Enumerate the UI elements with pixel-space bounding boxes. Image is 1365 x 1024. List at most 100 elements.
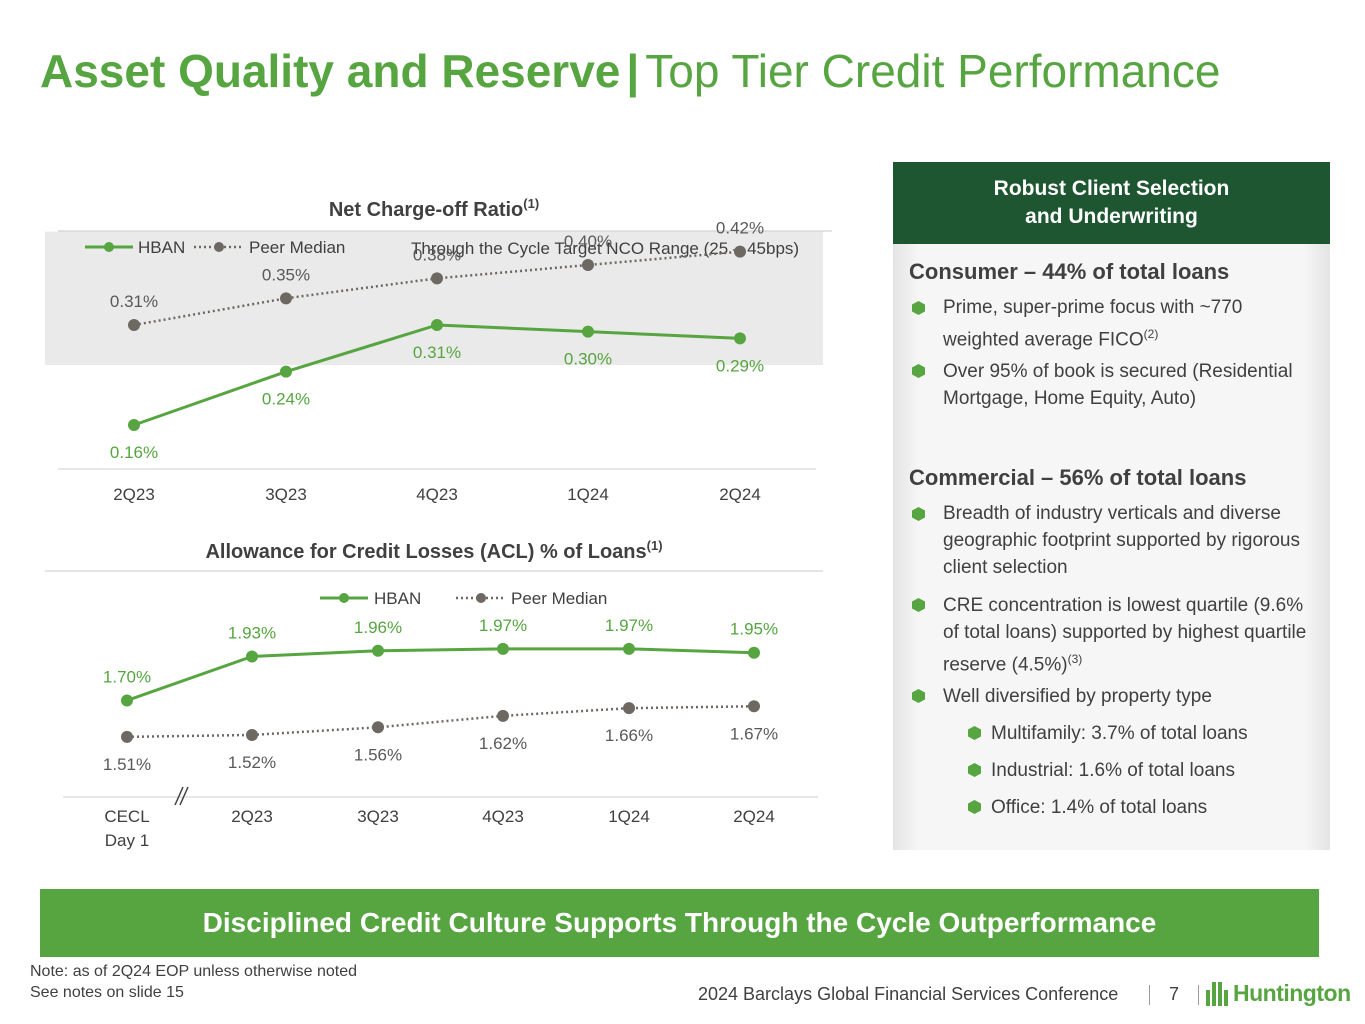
axis-break-mark	[174, 786, 184, 806]
nco-peer-data-label: 0.42%	[716, 219, 764, 238]
legend-hban-marker	[104, 242, 114, 252]
acl-hban-data-label: 1.97%	[479, 616, 527, 635]
footnote-3: (3)	[1067, 652, 1083, 666]
chart2-tick-label: 2Q23	[231, 807, 273, 826]
title-separator: |	[626, 45, 640, 97]
bullet-hex-icon	[912, 507, 925, 521]
nco-hban-point	[128, 419, 140, 431]
acl-peer-data-label: 1.62%	[479, 734, 527, 753]
chart2-tick-label: 3Q23	[357, 807, 399, 826]
acl-peer-point	[623, 702, 635, 715]
acl-peer-point	[246, 728, 258, 741]
acl-peer-line	[126, 705, 755, 739]
acl-peer-data-label: 1.52%	[228, 753, 276, 772]
bullet-hex-icon	[912, 598, 925, 612]
nco-peer-point	[280, 292, 292, 305]
chart2-tick-label: Day 1	[105, 831, 149, 850]
sub-bullet-multifamily: Multifamily: 3.7% of total loans	[991, 723, 1248, 744]
chart1-tick-label: 4Q23	[416, 485, 458, 504]
acl-hban-point	[121, 694, 133, 707]
acl-hban-data-label: 1.70%	[103, 668, 151, 687]
chart2-tick-label: 4Q23	[482, 807, 524, 826]
acl-hban-data-label: 1.96%	[354, 618, 402, 637]
nco-peer-point	[431, 272, 443, 285]
nco-hban-point	[582, 325, 594, 338]
chart1-tick-label: 1Q24	[567, 485, 609, 504]
footer-separator	[1149, 985, 1150, 1005]
chart1-tick-label: 2Q23	[113, 485, 155, 504]
acl-hban-data-label: 1.97%	[605, 616, 653, 635]
legend2-peer-label: Peer Median	[511, 589, 607, 608]
nco-peer-data-label: 0.38%	[413, 245, 461, 264]
title-bold: Asset Quality and Reserve	[40, 45, 621, 97]
nco-peer-data-label: 0.35%	[262, 265, 310, 284]
acl-hban-data-label: 1.93%	[228, 624, 276, 643]
acl-peer-data-label: 1.67%	[730, 724, 778, 743]
legend-band-label: Through the Cycle Target NCO Range (25 –…	[411, 239, 799, 258]
nco-hban-point	[431, 319, 443, 331]
legend-hban-label: HBAN	[138, 238, 185, 257]
chart2-tick-label: 1Q24	[608, 807, 650, 826]
nco-hban-point	[734, 332, 746, 345]
nco-peer-point	[734, 245, 746, 258]
nco-hban-point	[280, 365, 292, 378]
acl-hban-data-label: 1.95%	[730, 620, 778, 639]
acl-hban-point	[372, 644, 384, 657]
legend2-peer-marker	[476, 593, 486, 603]
acl-peer-data-label: 1.51%	[103, 755, 151, 774]
legend-peer-marker	[214, 242, 224, 252]
acl-peer-point	[121, 730, 133, 743]
legend-band-swatch	[386, 238, 406, 256]
sub-bullet-office: Office: 1.4% of total loans	[991, 797, 1208, 818]
nco-hban-data-label: 0.29%	[716, 356, 764, 375]
bullet-hex-icon	[912, 301, 925, 315]
nco-hban-data-label: 0.30%	[564, 350, 612, 369]
legend2-hban-marker	[339, 593, 349, 603]
chart1-title: Net Charge-off Ratio(1)	[329, 196, 539, 221]
nco-peer-point	[128, 319, 140, 331]
consumer-bullet-1: Prime, super-prime focus with ~770 weigh…	[943, 294, 1323, 353]
nco-peer-data-label: 0.31%	[110, 292, 158, 311]
sub-bullet-hex-icon	[968, 726, 981, 740]
commercial-title: Commercial – 56% of total loans	[909, 465, 1247, 490]
acl-hban-point	[497, 642, 509, 655]
nco-hban-data-label: 0.24%	[262, 390, 310, 409]
axis-break-mark	[179, 786, 189, 806]
consumer-bullet-2: Over 95% of book is secured (Residential…	[943, 361, 1293, 409]
note-line-1: Note: as of 2Q24 EOP unless otherwise no…	[30, 963, 358, 980]
commercial-bullet-3: Well diversified by property type	[943, 686, 1212, 707]
acl-peer-point	[748, 700, 760, 713]
footer-separator	[1198, 985, 1199, 1005]
acl-hban-line	[126, 647, 755, 702]
acl-peer-point	[372, 721, 384, 734]
nco-peer-data-label: 0.40%	[564, 232, 612, 251]
legend2-hban-label: HBAN	[374, 589, 421, 608]
panel-header-line2: and Underwriting	[1025, 205, 1198, 228]
commercial-bullet-2: CRE concentration is lowest quartile (9.…	[943, 592, 1323, 678]
footer-conference: 2024 Barclays Global Financial Services …	[698, 984, 1119, 1004]
commercial-bullet-2-text: CRE concentration is lowest quartile (9.…	[943, 595, 1307, 676]
footer-page-number: 7	[1169, 984, 1180, 1004]
nco-hban-data-label: 0.31%	[413, 343, 461, 362]
page-title: Asset Quality and Reserve | Top Tier Credi…	[40, 44, 1220, 98]
chart2-tick-label: 2Q24	[733, 807, 775, 826]
logo-text: Huntington	[1233, 980, 1351, 1006]
bottom-banner: Disciplined Credit Culture Supports Thro…	[40, 889, 1319, 957]
note-line-2: See notes on slide 15	[30, 984, 184, 1001]
chart1-tick-label: 2Q24	[719, 485, 761, 504]
chart2-tick-label: CECL	[104, 807, 149, 826]
nco-target-band	[45, 231, 823, 365]
chart2-title: Allowance for Credit Losses (ACL) % of L…	[205, 538, 662, 563]
acl-hban-point	[748, 646, 760, 659]
underwriting-panel: Robust Client Selection and Underwriting…	[893, 162, 1330, 850]
legend-peer-label: Peer Median	[249, 238, 345, 257]
acl-peer-data-label: 1.66%	[605, 726, 653, 745]
panel-header: Robust Client Selection and Underwriting	[893, 162, 1330, 244]
huntington-logo: Huntington	[1206, 980, 1351, 1007]
bullet-hex-icon	[912, 689, 925, 703]
commercial-bullet-1: Breadth of industry verticals and divers…	[943, 503, 1301, 578]
sub-bullet-hex-icon	[968, 800, 981, 814]
acl-hban-point	[246, 650, 258, 663]
chart1-tick-label: 3Q23	[265, 485, 307, 504]
nco-peer-point	[582, 259, 594, 271]
